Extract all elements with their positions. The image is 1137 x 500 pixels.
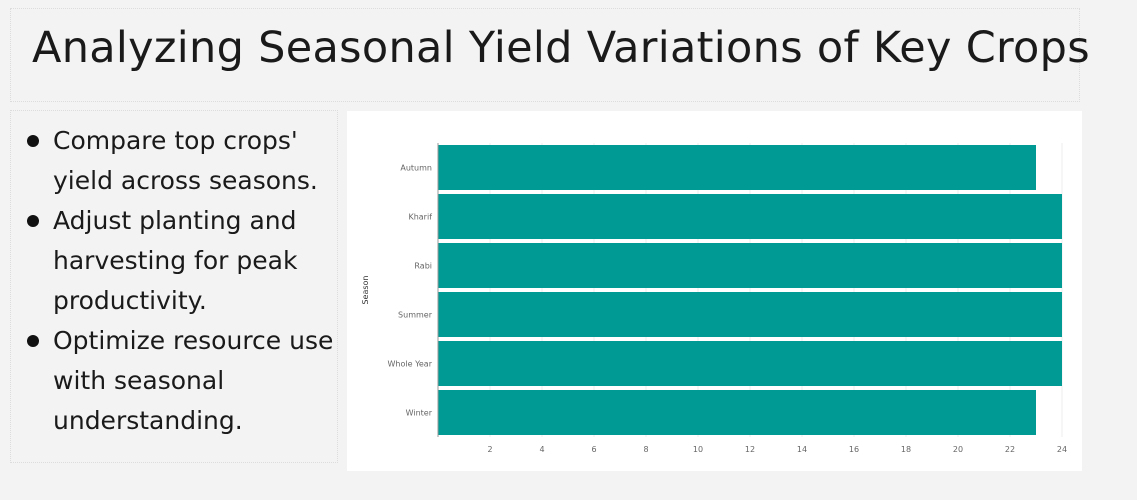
bullet-panel: Compare top crops' yield across seasons.… (10, 110, 338, 463)
x-tick-label: 12 (745, 445, 755, 454)
bullet-text: Compare top crops' yield across seasons. (53, 126, 318, 195)
x-tick-label: 10 (693, 445, 703, 454)
x-tick-label: 22 (1005, 445, 1015, 454)
page-title: Analyzing Seasonal Yield Variations of K… (32, 23, 1090, 73)
bar-autumn (438, 145, 1036, 190)
bar-rabi (438, 243, 1062, 288)
x-tick-label: 24 (1057, 445, 1067, 454)
y-axis-title: Season (361, 275, 370, 304)
x-tick-label: 14 (797, 445, 807, 454)
x-tick-label: 4 (539, 445, 544, 454)
bullet-list: Compare top crops' yield across seasons.… (23, 121, 335, 441)
bullet-item: Adjust planting and harvesting for peak … (23, 201, 335, 321)
x-tick-label: 18 (901, 445, 911, 454)
bullet-item: Optimize resource use with seasonal unde… (23, 321, 335, 441)
x-tick-label: 8 (643, 445, 648, 454)
bar-summer (438, 292, 1062, 337)
bar-whole-year (438, 341, 1062, 386)
y-tick-label: Summer (398, 311, 433, 320)
bullet-dot-icon (27, 135, 39, 147)
title-box: Analyzing Seasonal Yield Variations of K… (10, 8, 1090, 102)
bullet-text: Optimize resource use with seasonal unde… (53, 326, 334, 435)
y-tick-label: Rabi (414, 262, 432, 271)
bullet-dot-icon (27, 215, 39, 227)
x-tick-label: 6 (591, 445, 596, 454)
y-tick-label: Whole Year (388, 360, 433, 369)
bullet-item: Compare top crops' yield across seasons. (23, 121, 335, 201)
bullet-dot-icon (27, 335, 39, 347)
bar-kharif (438, 194, 1062, 239)
y-tick-label: Winter (406, 409, 433, 418)
chart-panel: Autumn Kharif Rabi Summer Whole Year Winter 2 4… (347, 111, 1082, 471)
x-tick-label: 20 (953, 445, 963, 454)
bar-winter (438, 390, 1036, 435)
bullet-text: Adjust planting and harvesting for peak … (53, 206, 298, 315)
x-tick-label: 16 (849, 445, 859, 454)
y-tick-label: Autumn (400, 164, 432, 173)
x-tick-label: 2 (487, 445, 492, 454)
y-tick-label: Kharif (408, 213, 432, 222)
